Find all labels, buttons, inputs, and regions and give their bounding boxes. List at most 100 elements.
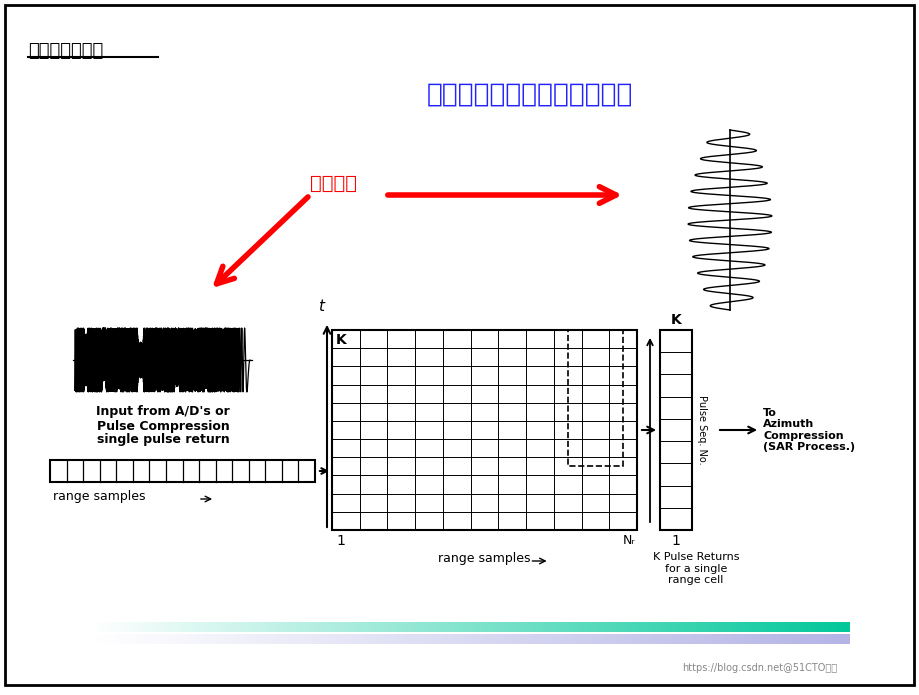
Bar (525, 634, 528, 644)
Bar (751, 622, 754, 632)
Bar (476, 634, 479, 644)
Bar (237, 634, 240, 644)
Bar (138, 622, 141, 632)
Bar (214, 634, 217, 644)
Bar (296, 634, 299, 644)
Bar (705, 634, 708, 644)
Bar (290, 634, 293, 644)
Bar (606, 622, 608, 632)
Bar (118, 622, 120, 632)
Bar (441, 622, 443, 632)
Bar (425, 622, 428, 632)
Bar (725, 634, 728, 644)
Bar (441, 634, 443, 644)
Bar (415, 634, 418, 644)
Bar (565, 622, 568, 632)
Bar (243, 634, 245, 644)
Bar (535, 622, 538, 632)
Bar (120, 622, 123, 632)
Bar (306, 622, 309, 632)
Bar (690, 634, 692, 644)
Bar (283, 634, 286, 644)
Bar (164, 634, 166, 644)
Bar (156, 622, 159, 632)
Bar (594, 634, 596, 644)
Bar (212, 622, 214, 632)
Bar (830, 634, 833, 644)
Bar (448, 622, 451, 632)
Bar (840, 622, 843, 632)
Bar (777, 634, 778, 644)
Bar (220, 622, 222, 632)
Bar (494, 634, 496, 644)
Bar (657, 634, 659, 644)
Bar (189, 634, 192, 644)
Bar (584, 622, 585, 632)
Bar (266, 634, 268, 644)
Bar (568, 634, 571, 644)
Bar (90, 622, 93, 632)
Bar (245, 622, 247, 632)
Bar (451, 622, 453, 632)
Bar (309, 634, 312, 644)
Bar (565, 634, 568, 644)
Bar (616, 634, 618, 644)
Bar (667, 622, 670, 632)
Bar (425, 634, 428, 644)
Bar (466, 634, 469, 644)
Bar (438, 622, 441, 632)
Bar (283, 622, 286, 632)
Bar (797, 622, 800, 632)
Bar (464, 622, 466, 632)
Bar (245, 634, 247, 644)
Bar (822, 634, 824, 644)
Bar (207, 634, 210, 644)
Bar (420, 622, 423, 632)
Bar (670, 634, 672, 644)
Bar (558, 622, 561, 632)
Bar (220, 634, 222, 644)
Bar (482, 622, 484, 632)
Bar (159, 622, 161, 632)
Bar (395, 634, 398, 644)
Bar (95, 622, 97, 632)
Bar (690, 622, 692, 632)
Bar (509, 622, 512, 632)
Bar (489, 634, 492, 644)
Bar (764, 622, 766, 632)
Bar (143, 622, 146, 632)
Bar (313, 634, 316, 644)
Bar (634, 622, 637, 632)
Bar (768, 622, 771, 632)
Bar (801, 634, 804, 644)
Bar (631, 622, 634, 632)
Bar (382, 634, 385, 644)
Bar (608, 634, 611, 644)
Bar (573, 622, 575, 632)
Bar (639, 634, 641, 644)
Bar (677, 634, 680, 644)
Bar (214, 622, 217, 632)
Bar (303, 622, 306, 632)
Bar (290, 622, 293, 632)
Bar (652, 622, 654, 632)
Bar (204, 634, 207, 644)
Bar (777, 622, 778, 632)
Bar (276, 622, 278, 632)
Bar (824, 622, 827, 632)
Bar (357, 622, 359, 632)
Bar (761, 634, 764, 644)
Bar (408, 634, 410, 644)
Bar (830, 622, 833, 632)
Bar (647, 634, 649, 644)
Bar (159, 634, 161, 644)
Bar (561, 622, 562, 632)
Bar (326, 622, 329, 632)
Text: 1: 1 (336, 534, 345, 548)
Bar (591, 622, 594, 632)
Bar (738, 622, 741, 632)
Bar (270, 634, 273, 644)
Bar (207, 622, 210, 632)
Bar (357, 634, 359, 644)
Bar (621, 622, 624, 632)
